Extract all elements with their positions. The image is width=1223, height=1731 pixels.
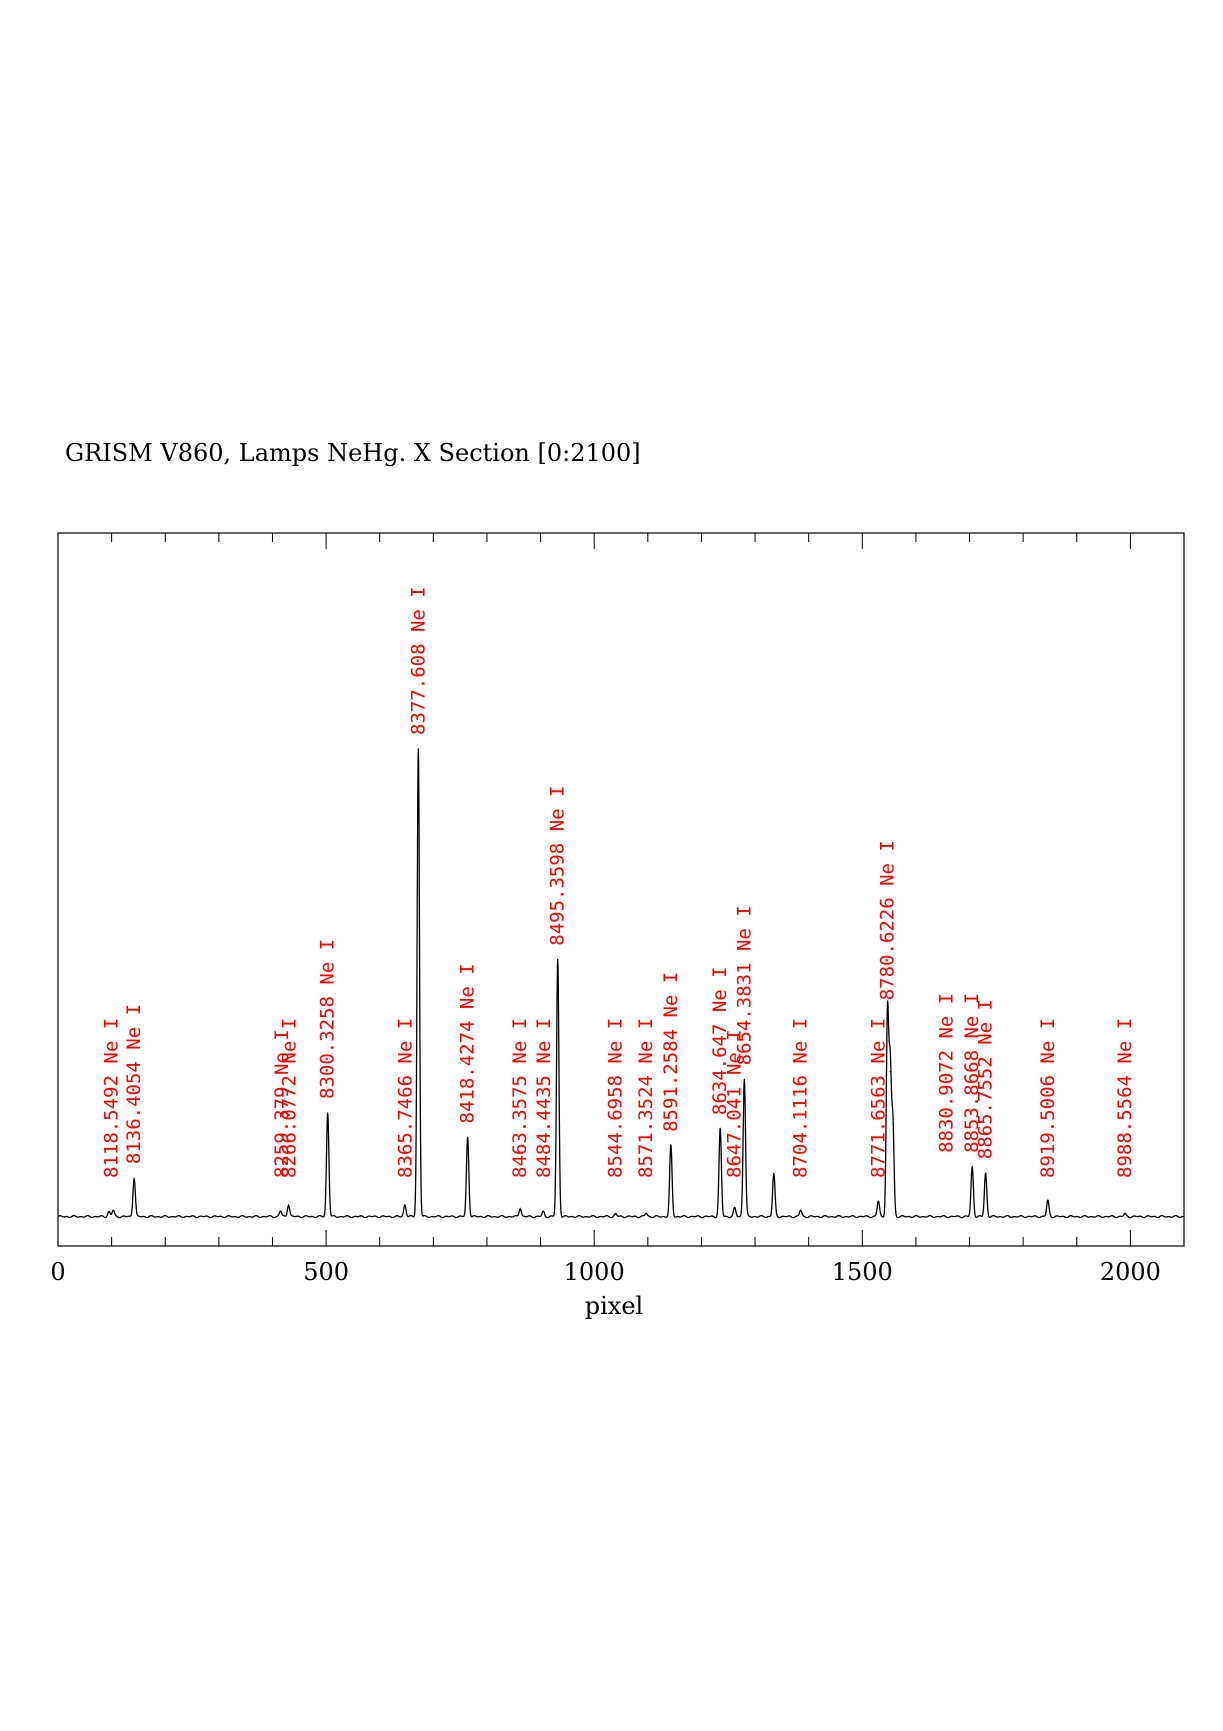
spectrum-series	[57, 748, 1185, 1219]
line-id-label: 8259.379 Ne I	[271, 1029, 293, 1178]
spectrum-peak-point	[542, 1211, 544, 1213]
line-id-label: 8919.5006 Ne I	[1037, 1018, 1059, 1178]
line-id-label: 8544.6958 Ne I	[605, 1018, 627, 1178]
spectrum-peak-point	[133, 1177, 135, 1179]
x-axis-ticks	[57, 533, 1185, 1246]
spectrum-peak-point	[877, 1200, 879, 1202]
line-id-label: 8865.7552 Ne I	[975, 999, 997, 1159]
line-id-label: 8266.0772 Ne I	[279, 1018, 301, 1178]
line-id-label: 8495.3598 Ne I	[547, 786, 569, 946]
line-id-label: 8634.647 Ne I	[709, 966, 731, 1115]
line-id-label: 8780.6226 Ne I	[877, 840, 899, 1000]
line-id-label: 8484.4435 Ne I	[533, 1018, 555, 1178]
spectrum-peak-point	[615, 1213, 617, 1215]
x-axis-label: pixel	[585, 1292, 643, 1320]
plot-border	[57, 532, 1185, 1247]
spectrum-peak-point	[743, 1078, 745, 1080]
line-identification-labels: 8118.5492 Ne I 8136.4054 Ne I 8259.379 Ne …	[101, 586, 1136, 1178]
line-id-label: 8377.608 Ne I	[407, 586, 429, 735]
line-id-label: 8118.5492 Ne I	[101, 1018, 123, 1178]
spectrum-peak-point	[404, 1204, 406, 1206]
x-axis-tick-labels: 0 500 1000 1500 2000	[50, 1258, 1161, 1286]
line-id-label: 8365.7466 Ne I	[395, 1018, 417, 1178]
line-id-label: 8830.9072 Ne I	[936, 993, 958, 1153]
x-tick-label: 1500	[832, 1258, 893, 1286]
x-tick-label: 500	[303, 1258, 349, 1286]
spectrum-peak-point	[985, 1172, 987, 1174]
spectrum-peak-point	[719, 1128, 721, 1130]
spectrum-peak-point	[889, 1071, 891, 1073]
line-id-label: 8654.3831 Ne I	[733, 905, 755, 1065]
spectrum-peak-point	[670, 1145, 672, 1147]
spectrum-line	[57, 748, 1185, 1219]
spectrum-peak-point	[279, 1210, 282, 1212]
line-id-label: 8463.3575 Ne I	[509, 1018, 531, 1178]
spectrum-peak-point	[734, 1207, 736, 1209]
line-id-label: 8647.041 Ne I	[724, 1029, 746, 1178]
spectrum-peak-point	[971, 1166, 973, 1168]
spectrum-peak-point	[557, 959, 559, 961]
line-id-label: 8418.4274 Ne I	[457, 963, 479, 1123]
x-tick-label: 2000	[1100, 1258, 1161, 1286]
spectrum-peak-point	[467, 1136, 469, 1139]
spectrum-peak-point	[886, 1013, 889, 1015]
spectrum-peak-point	[108, 1211, 110, 1213]
line-id-label: 8988.5564 Ne I	[1114, 1018, 1136, 1178]
line-id-label: 8571.3524 Ne I	[635, 1018, 657, 1178]
line-id-label: 8704.1116 Ne I	[790, 1018, 812, 1178]
spectrum-peak-point	[1124, 1213, 1126, 1215]
line-id-label: 8300.3258 Ne I	[317, 939, 339, 1099]
x-tick-label: 1000	[564, 1258, 625, 1286]
spectrum-peak-point	[1047, 1199, 1049, 1202]
plot-frame	[57, 532, 1185, 1247]
spectrum-peak-point	[112, 1209, 114, 1211]
chart-title: GRISM V860, Lamps NeHg. X Section [0:210…	[65, 439, 641, 467]
spectrum-peak-point	[892, 1122, 894, 1125]
spectrum-peak-point	[287, 1204, 290, 1206]
spectrum-peak-point	[645, 1212, 647, 1214]
spectrum-peak-point	[417, 748, 419, 750]
x-tick-label: 0	[50, 1258, 65, 1286]
line-id-label: 8591.2584 Ne I	[660, 972, 682, 1132]
line-id-label: 8136.4054 Ne I	[123, 1004, 145, 1164]
spectrum-peak-point	[800, 1209, 802, 1211]
line-id-label: 8853.8668 Ne I	[961, 993, 983, 1153]
spectrum-peak-point	[519, 1207, 521, 1209]
line-id-label: 8771.6563 Ne I	[867, 1018, 889, 1178]
spectrum-peak-point	[327, 1112, 329, 1114]
spectrum-peak-point	[773, 1173, 775, 1175]
